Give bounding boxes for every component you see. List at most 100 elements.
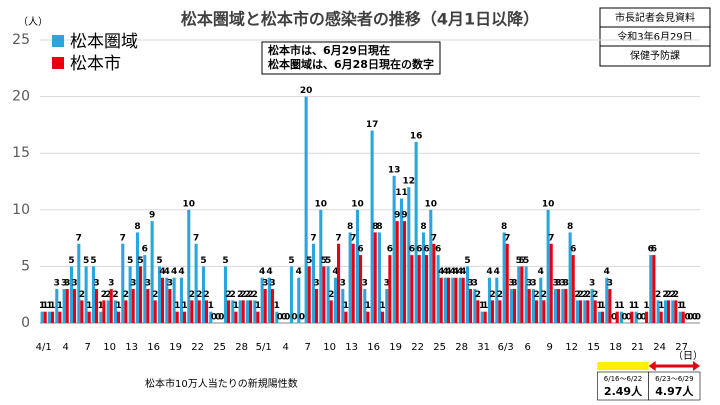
- data-label: 5: [68, 256, 74, 266]
- x-tick-label: 4: [62, 342, 68, 353]
- data-label: 4: [450, 267, 456, 277]
- data-label: 5: [321, 256, 327, 266]
- footer-text: 松本市10万人当たりの新規陽性数: [145, 377, 298, 390]
- data-label: 0: [284, 313, 290, 323]
- data-label: 3: [607, 279, 613, 289]
- data-label: 9: [149, 211, 155, 221]
- bar: [43, 311, 47, 323]
- data-label: 3: [472, 279, 478, 289]
- bar: [583, 300, 587, 323]
- data-label: 2: [655, 290, 661, 300]
- y-tick-label: 20: [12, 89, 30, 105]
- data-label: 1: [274, 301, 280, 311]
- data-label: 9: [394, 211, 400, 221]
- data-label: 16: [410, 131, 423, 141]
- bar: [417, 255, 421, 323]
- source-text: 保健予防課: [630, 49, 680, 62]
- data-label: 1: [599, 301, 605, 311]
- bar: [483, 311, 487, 323]
- bar: [579, 300, 583, 323]
- bar: [568, 232, 572, 323]
- bar: [373, 232, 377, 323]
- data-label: 2: [247, 290, 253, 300]
- data-label: 10: [425, 199, 438, 209]
- x-tick-label: 19: [169, 342, 182, 353]
- data-label: 4: [159, 267, 165, 277]
- bar: [165, 277, 169, 323]
- bar: [253, 300, 257, 323]
- legend-swatch: [52, 57, 64, 69]
- data-label: 1: [618, 301, 624, 311]
- bar: [175, 311, 179, 323]
- bar: [307, 266, 311, 323]
- bar: [520, 266, 524, 323]
- bar: [289, 266, 293, 323]
- bar: [561, 289, 565, 323]
- bar: [263, 289, 267, 323]
- x-tick-label: 9: [546, 342, 552, 353]
- bar: [304, 96, 308, 323]
- x-tick-label: 7: [84, 342, 90, 353]
- x-tick-label: 7: [304, 342, 310, 353]
- bar: [322, 266, 326, 323]
- data-label: 2: [489, 290, 495, 300]
- data-label: 1: [115, 301, 121, 311]
- bar: [51, 311, 55, 323]
- data-label: 5: [90, 256, 96, 266]
- data-label: 1: [57, 301, 63, 311]
- x-tick-label: 10: [323, 342, 336, 353]
- bar: [245, 300, 249, 323]
- data-label: 3: [384, 279, 390, 289]
- data-label: 0: [281, 313, 287, 323]
- source-text: 令和3年6月29日: [617, 30, 692, 43]
- x-tick-label: 22: [191, 342, 204, 353]
- data-label: 5: [222, 256, 228, 266]
- bar: [238, 300, 242, 323]
- data-label: 1: [643, 301, 649, 311]
- bar: [564, 289, 568, 323]
- bar: [124, 300, 128, 323]
- data-label: 6: [435, 245, 441, 255]
- data-label: 0: [692, 313, 698, 323]
- x-tick-label: 6: [524, 342, 530, 353]
- data-label: 2: [328, 290, 334, 300]
- data-label: 4: [486, 267, 492, 277]
- data-label: 1: [629, 301, 635, 311]
- bar: [414, 141, 418, 323]
- data-label: 3: [108, 279, 114, 289]
- data-label: 2: [123, 290, 129, 300]
- data-label: 9: [401, 211, 407, 221]
- data-label: 1: [680, 301, 686, 311]
- data-label: 7: [504, 233, 510, 243]
- data-label: 0: [636, 313, 642, 323]
- bar: [65, 289, 69, 323]
- data-label: 2: [101, 290, 107, 300]
- bar: [495, 277, 499, 323]
- bar: [399, 198, 403, 323]
- legend-swatch: [52, 35, 64, 47]
- data-label: 2: [497, 290, 503, 300]
- x-tick-label: 21: [631, 342, 644, 353]
- bar: [69, 266, 73, 323]
- period-value: 2.49人: [604, 384, 643, 398]
- bar: [128, 266, 132, 323]
- data-label: 10: [542, 199, 555, 209]
- data-label: 3: [467, 279, 473, 289]
- data-label: 5: [464, 256, 470, 266]
- data-label: 4: [538, 267, 544, 277]
- source-text: 市長記者会見資料: [615, 11, 695, 24]
- data-label: 0: [621, 313, 627, 323]
- source-box: [599, 7, 711, 67]
- bar: [150, 221, 154, 323]
- data-label: 1: [379, 301, 385, 311]
- data-label: 3: [560, 279, 566, 289]
- y-tick-label: 25: [12, 32, 30, 48]
- bar: [597, 311, 601, 323]
- bar: [337, 243, 341, 323]
- bar: [425, 255, 429, 323]
- bar: [630, 311, 634, 323]
- data-label: 4: [266, 267, 272, 277]
- data-label: 3: [269, 279, 275, 289]
- bar: [461, 277, 465, 323]
- data-label: 3: [145, 279, 151, 289]
